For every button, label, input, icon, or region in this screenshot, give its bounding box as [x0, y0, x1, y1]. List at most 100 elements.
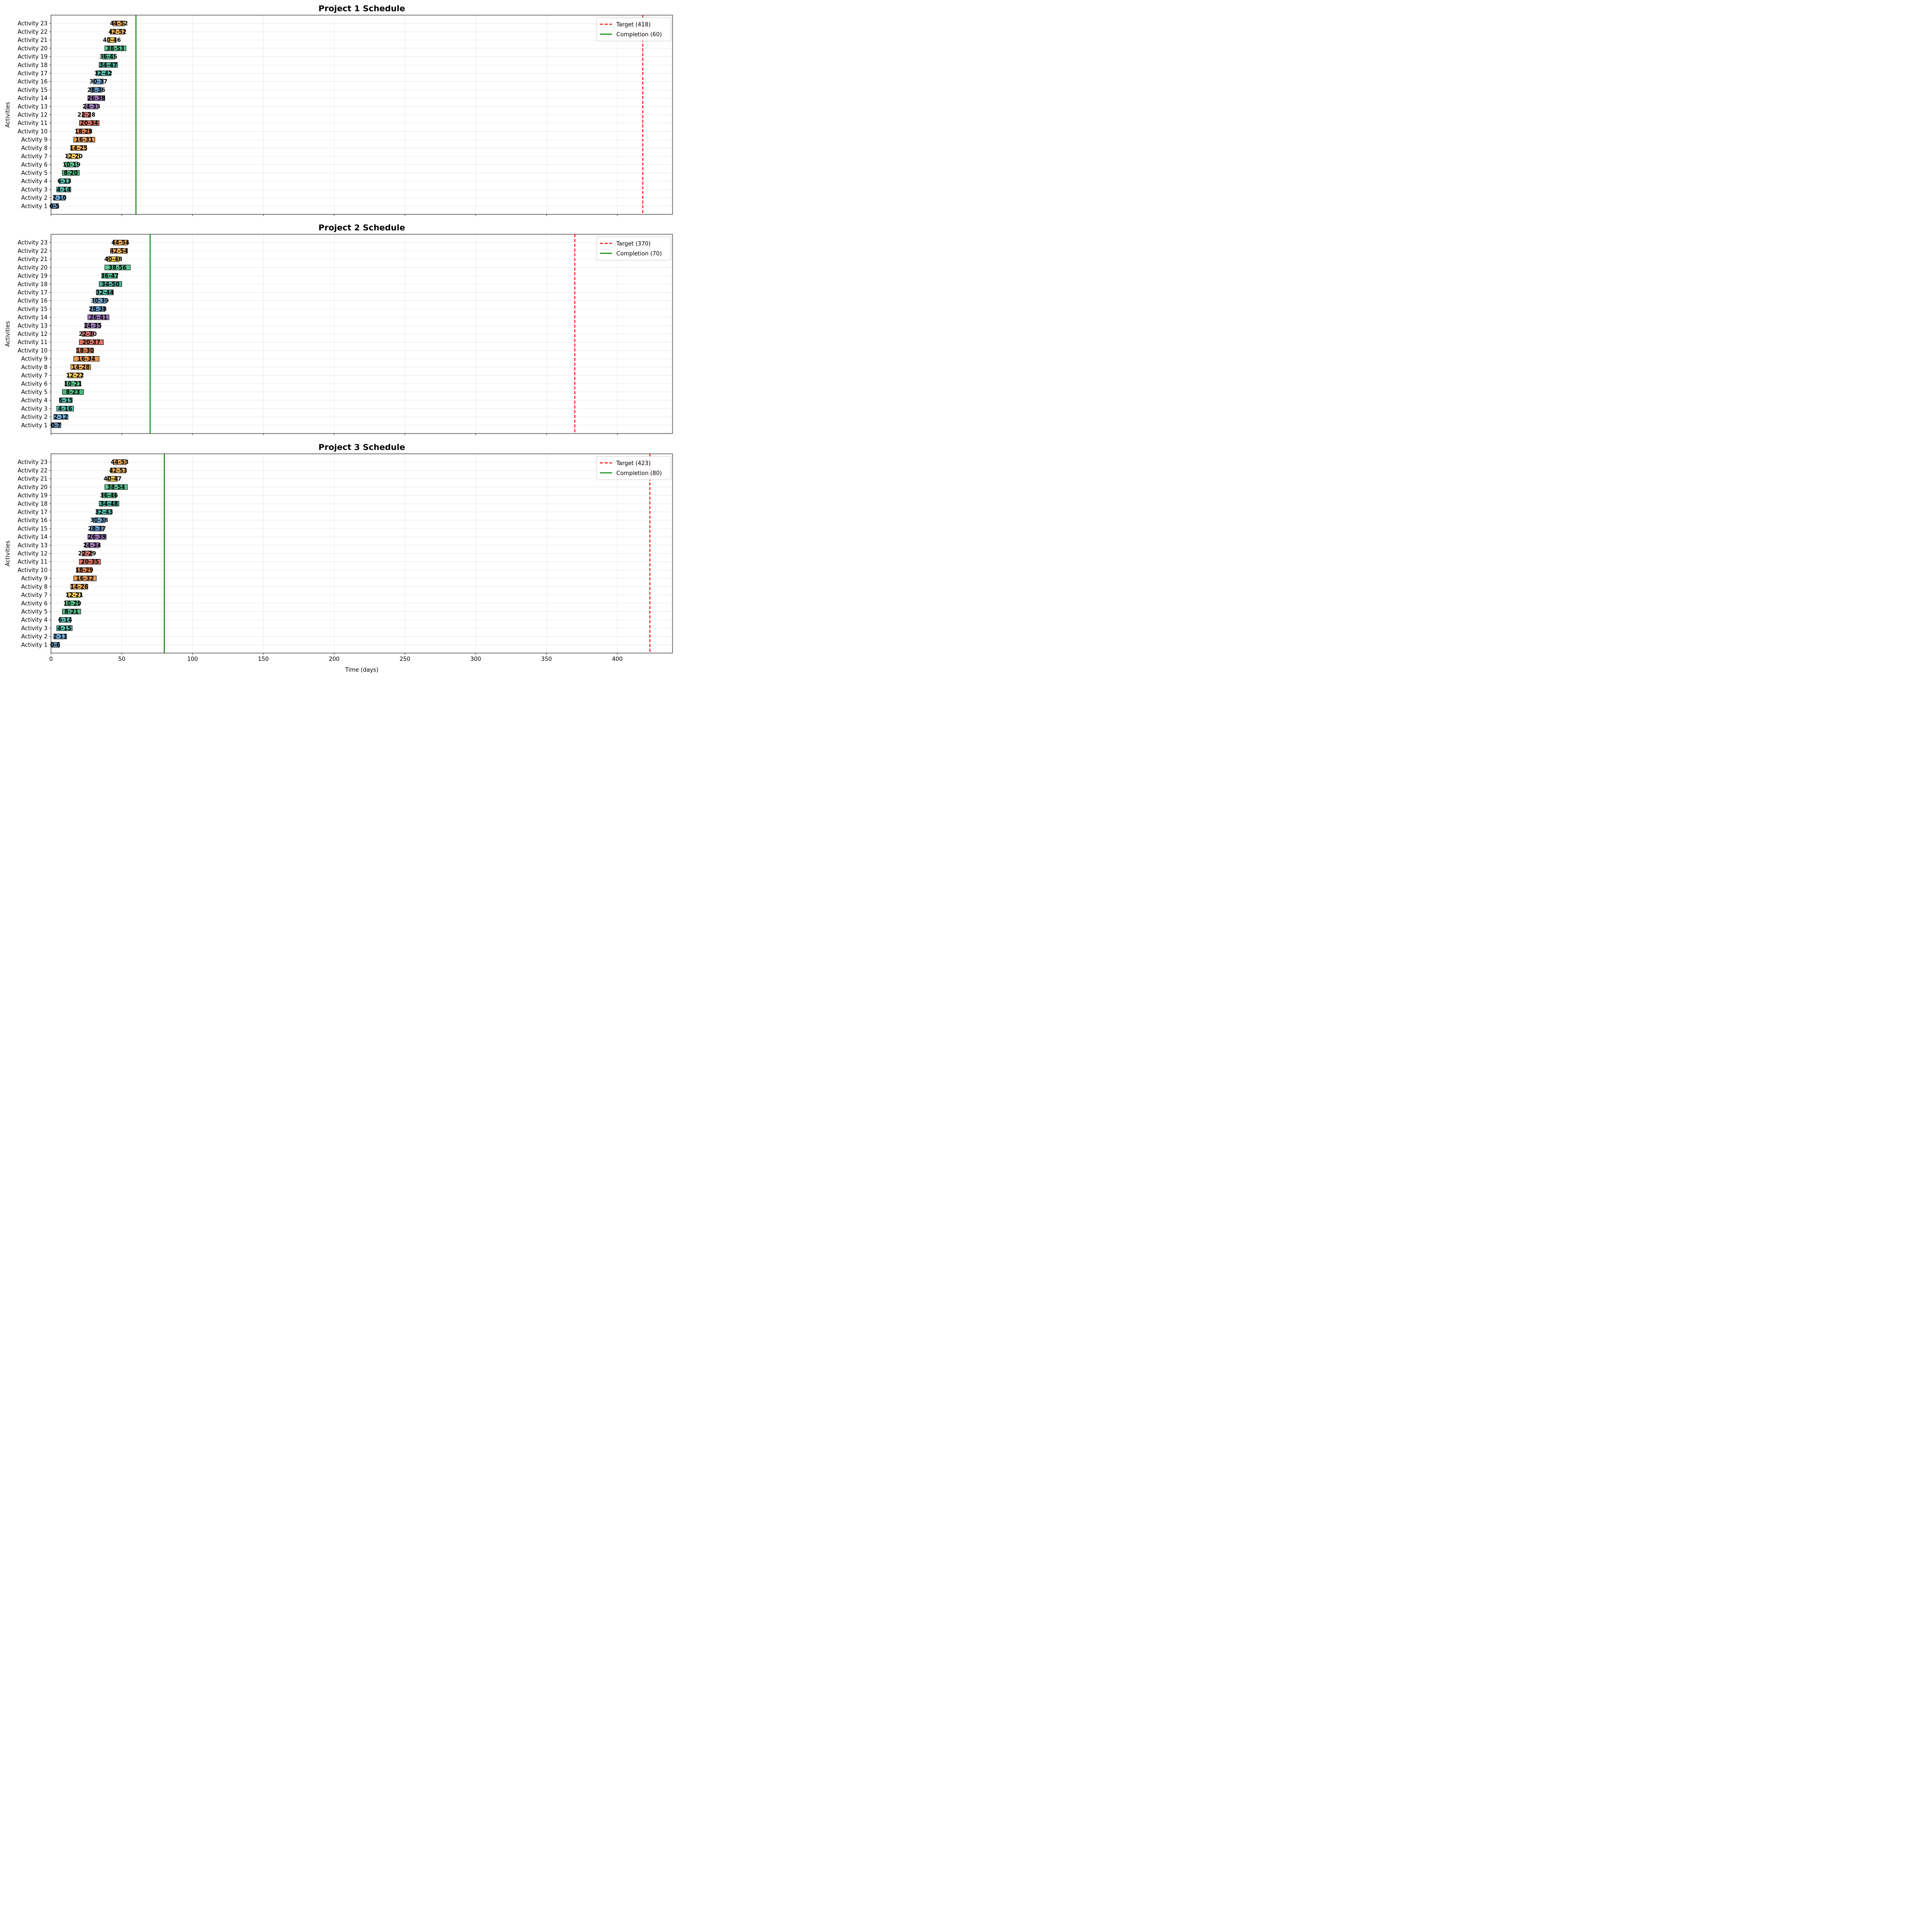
- activity-bar-label: 0-5: [49, 203, 60, 210]
- legend-box: [596, 236, 671, 261]
- y-tick-label: Activity 16: [18, 79, 48, 85]
- y-tick-label: Activity 9: [21, 356, 48, 363]
- legend-target-label: Target (423): [616, 460, 650, 467]
- legend-completion-label: Completion (70): [616, 251, 662, 257]
- activity-bar-label: 20-34: [80, 120, 99, 127]
- activity-bar: [85, 542, 99, 548]
- y-tick-label: Activity 7: [21, 592, 48, 599]
- y-tick-label: Activity 8: [21, 364, 48, 371]
- activity-bar: [82, 331, 94, 337]
- activity-bar: [99, 281, 122, 287]
- activity-bar: [56, 187, 71, 192]
- activity-bar: [96, 70, 111, 76]
- activity-bar-label: 34-48: [100, 501, 118, 507]
- activity-bar: [107, 37, 117, 43]
- y-tick-label: Activity 6: [21, 162, 48, 168]
- activity-bar-label: 44-54: [112, 240, 130, 246]
- x-tick-label: 100: [187, 656, 198, 663]
- legend-target-label: Target (370): [616, 241, 650, 247]
- activity-bar-label: 4-16: [58, 406, 72, 412]
- activity-bar-label: 34-50: [102, 281, 120, 288]
- activity-bar: [96, 509, 112, 515]
- activity-bar: [70, 584, 88, 590]
- activity-bar: [56, 625, 73, 631]
- activity-bar: [104, 265, 131, 271]
- activity-bar-label: 4-14: [57, 187, 71, 193]
- activity-bar: [107, 256, 119, 262]
- y-tick-label: Activity 1: [21, 422, 48, 429]
- y-tick-label: Activity 20: [18, 265, 48, 271]
- activity-bar-label: 44-52: [110, 21, 128, 27]
- activity-bar-label: 6-14: [58, 617, 72, 624]
- x-axis-label: Time (days): [345, 667, 379, 673]
- activity-bar-label: 16-31: [75, 137, 93, 143]
- legend-box: [596, 17, 671, 41]
- activity-bar-label: 36-46: [100, 493, 118, 499]
- y-tick-label: Activity 11: [18, 120, 48, 127]
- y-tick-label: Activity 18: [18, 62, 48, 69]
- gantt-figure: Project 1 Schedule 0-5 2-10 4-14 6-13 8-20 10-…: [0, 0, 676, 676]
- activity-bar-label: 30-37: [89, 79, 108, 85]
- activity-bar-label: 42-52: [108, 29, 127, 35]
- y-tick-label: Activity 21: [18, 476, 48, 482]
- y-tick-label: Activity 18: [18, 281, 48, 288]
- y-tick-label: Activity 13: [18, 104, 48, 110]
- activity-bar: [90, 306, 105, 312]
- activity-bar-label: 20-37: [83, 339, 101, 346]
- activity-bar-label: 22-29: [78, 551, 96, 557]
- activity-bar-label: 6-15: [59, 398, 73, 404]
- activity-bar: [79, 559, 101, 564]
- y-tick-label: Activity 22: [18, 468, 48, 474]
- legend-box: [596, 456, 671, 480]
- activity-bar-label: 26-41: [89, 315, 108, 321]
- activity-bar: [90, 526, 104, 532]
- activity-bar-label: 4-15: [57, 625, 72, 632]
- y-axis-label: Activities: [5, 321, 11, 347]
- activity-bar: [87, 314, 109, 320]
- activity-bar-label: 24-34: [83, 542, 101, 549]
- y-tick-label: Activity 23: [18, 21, 48, 27]
- activity-bar: [76, 128, 91, 134]
- x-tick-label: 50: [118, 656, 126, 663]
- activity-bar: [73, 137, 96, 143]
- activity-bar-label: 12-20: [65, 153, 83, 160]
- activity-bar: [82, 112, 91, 118]
- activity-bar-label: 16-34: [77, 356, 96, 363]
- activity-bar: [82, 551, 92, 556]
- legend-completion-label: Completion (60): [616, 32, 662, 38]
- activity-bar: [113, 20, 125, 26]
- activity-bar-label: 28-37: [88, 526, 106, 532]
- y-tick-label: Activity 15: [18, 306, 48, 312]
- y-axis-label: Activities: [5, 541, 11, 567]
- y-tick-label: Activity 19: [18, 54, 48, 61]
- activity-bar: [79, 339, 104, 345]
- y-tick-label: Activity 1: [21, 642, 48, 648]
- y-tick-label: Activity 12: [18, 112, 48, 118]
- activity-bar-label: 2-10: [52, 195, 67, 201]
- activity-bar: [104, 484, 128, 490]
- x-tick-label: 200: [329, 656, 340, 663]
- activity-bar: [65, 162, 78, 168]
- activity-bar: [113, 239, 128, 245]
- activity-bar: [110, 29, 125, 35]
- activity-bar-label: 42-54: [110, 248, 128, 255]
- y-tick-label: Activity 2: [21, 414, 48, 421]
- activity-bar: [54, 195, 66, 201]
- y-tick-label: Activity 16: [18, 298, 48, 304]
- y-tick-label: Activity 5: [21, 609, 48, 615]
- activity-bar-label: 0-6: [50, 642, 61, 648]
- activity-bar: [99, 501, 119, 507]
- y-tick-label: Activity 23: [18, 459, 48, 466]
- y-tick-label: Activity 8: [21, 584, 48, 590]
- activity-bar-label: 30-39: [91, 298, 109, 304]
- activity-bar-label: 34-47: [99, 62, 118, 69]
- activity-bar: [102, 492, 117, 498]
- activity-bar: [59, 397, 73, 403]
- y-tick-label: Activity 14: [18, 315, 48, 321]
- y-tick-label: Activity 13: [18, 542, 48, 549]
- activity-bar-label: 28-36: [87, 87, 105, 93]
- activity-bar-label: 38-53: [106, 45, 124, 52]
- x-tick-label: 0: [49, 656, 53, 663]
- y-tick-label: Activity 4: [21, 179, 48, 185]
- y-tick-label: Activity 23: [18, 240, 48, 246]
